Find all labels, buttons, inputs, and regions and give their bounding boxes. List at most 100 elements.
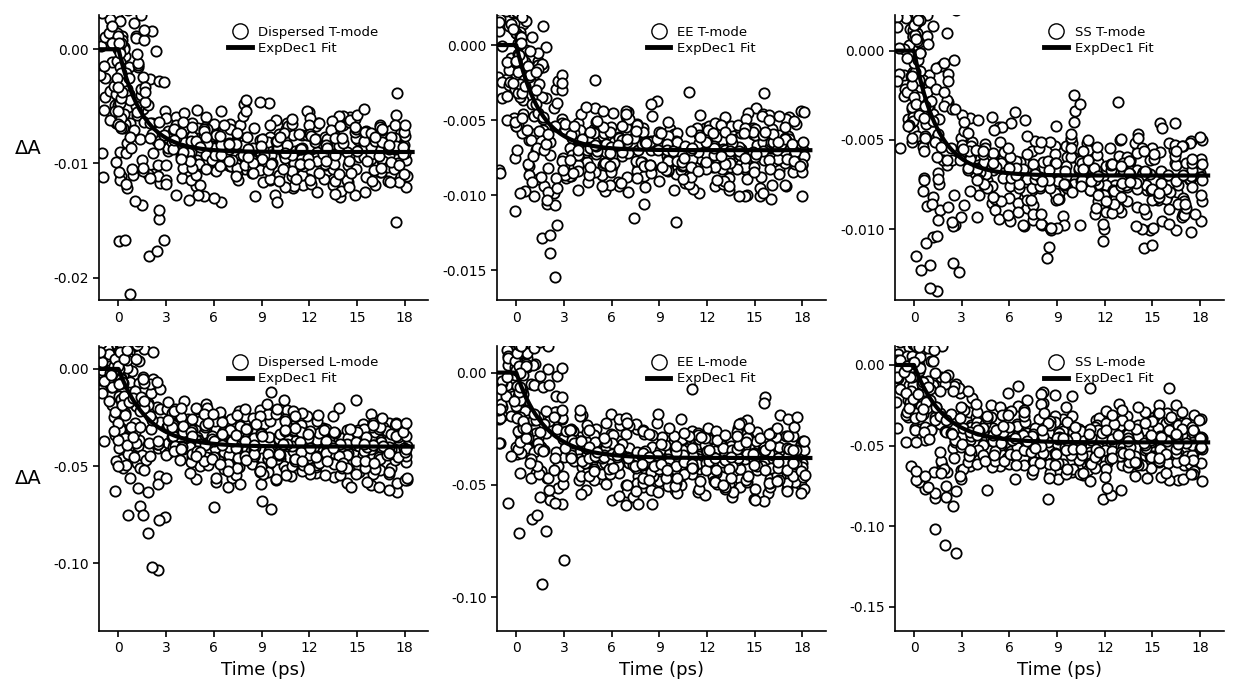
Point: [1000, 215, 1020, 226]
Point: [1183, 455, 1203, 466]
Point: [109, 31, 129, 42]
Point: [990, 460, 1010, 471]
Point: [758, 477, 778, 489]
Point: [762, 124, 782, 135]
Point: [244, 450, 264, 462]
Point: [115, 235, 135, 246]
Point: [508, 49, 528, 60]
Point: [510, 297, 530, 308]
Point: [954, 117, 974, 128]
Point: [577, 442, 597, 453]
Point: [681, 142, 701, 153]
Point: [156, 419, 176, 430]
Point: [211, 197, 230, 208]
Point: [126, 400, 146, 412]
Point: [1192, 171, 1212, 183]
Point: [522, 513, 541, 524]
Point: [753, 130, 773, 141]
Point: [984, 164, 1004, 176]
Point: [1030, 183, 1049, 194]
Point: [545, 498, 565, 509]
Point: [510, 394, 530, 405]
Point: [576, 457, 596, 468]
Point: [301, 112, 321, 124]
Point: [499, 305, 519, 316]
Point: [234, 164, 254, 175]
Point: [753, 146, 773, 157]
Point: [202, 453, 222, 464]
Point: [784, 455, 804, 466]
Point: [776, 431, 795, 442]
Point: [316, 160, 336, 171]
Point: [533, 382, 553, 393]
Point: [1007, 198, 1027, 209]
Point: [897, 406, 917, 417]
Point: [683, 183, 703, 194]
Point: [767, 137, 787, 149]
Point: [1007, 206, 1027, 217]
Point: [1150, 192, 1170, 203]
Point: [1175, 459, 1194, 471]
Point: [120, 377, 140, 388]
Point: [917, 86, 937, 97]
Point: [1044, 411, 1064, 422]
Point: [607, 457, 627, 468]
Point: [922, 198, 942, 209]
Point: [1113, 448, 1132, 459]
Point: [284, 183, 304, 194]
Point: [1006, 169, 1026, 180]
Point: [233, 149, 253, 160]
Point: [380, 156, 400, 167]
Point: [109, 337, 129, 348]
Point: [1094, 224, 1114, 235]
Point: [601, 161, 621, 172]
Point: [690, 110, 710, 121]
Point: [706, 435, 726, 446]
Point: [888, 323, 908, 335]
Point: [123, 432, 142, 443]
Point: [1141, 239, 1161, 251]
Point: [250, 96, 270, 108]
Point: [105, 33, 125, 44]
Point: [1047, 432, 1067, 443]
Point: [1088, 421, 1108, 432]
Point: [553, 153, 572, 164]
Point: [916, 118, 935, 129]
Point: [519, 169, 539, 180]
Point: [1062, 450, 1082, 461]
Point: [985, 204, 1005, 215]
Point: [230, 479, 250, 490]
Point: [611, 448, 631, 459]
Point: [1166, 146, 1186, 157]
Point: [1173, 430, 1193, 441]
Point: [1095, 405, 1115, 416]
Point: [601, 429, 621, 440]
Point: [363, 417, 383, 428]
Point: [758, 429, 778, 440]
Point: [1030, 433, 1049, 444]
Point: [489, 438, 509, 449]
Point: [747, 464, 767, 475]
Point: [633, 477, 653, 489]
Point: [1167, 187, 1187, 198]
Point: [553, 69, 572, 81]
Point: [363, 176, 383, 187]
Point: [146, 438, 166, 449]
Point: [506, 153, 525, 164]
Point: [926, 401, 945, 412]
Point: [147, 246, 167, 257]
Point: [585, 167, 605, 178]
Point: [134, 34, 154, 45]
Point: [370, 153, 390, 164]
Point: [546, 446, 566, 457]
Point: [524, 76, 544, 87]
Point: [792, 160, 812, 171]
Point: [945, 548, 965, 559]
Point: [1001, 117, 1021, 128]
Point: [617, 108, 637, 119]
Point: [1160, 219, 1180, 230]
Point: [776, 457, 795, 468]
Point: [315, 470, 335, 481]
Point: [104, 411, 124, 422]
Point: [1181, 427, 1201, 438]
